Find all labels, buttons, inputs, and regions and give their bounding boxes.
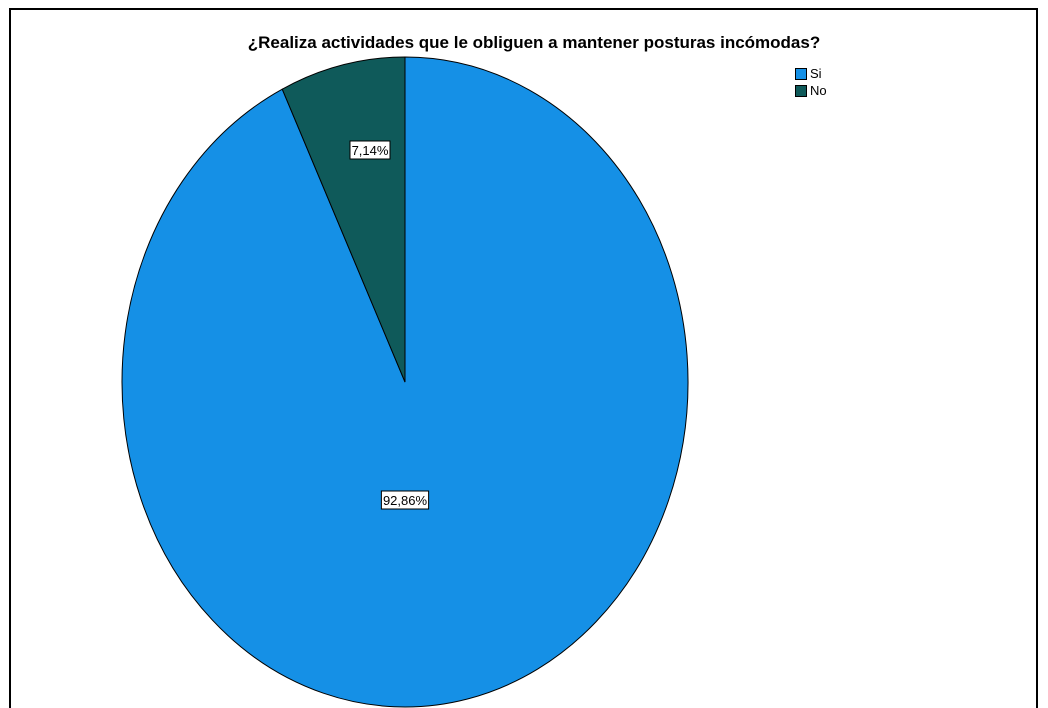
data-label-si: 92,86%: [380, 490, 430, 510]
legend-swatch-no: [795, 84, 807, 97]
svg-text:7,14%: 7,14%: [352, 143, 389, 158]
legend-item-no: No: [795, 82, 827, 99]
data-label-no: 7,14%: [349, 140, 391, 160]
svg-text:92,86%: 92,86%: [383, 493, 428, 508]
legend-label-no: No: [810, 83, 827, 98]
legend-item-si: Si: [795, 65, 827, 82]
legend-swatch-si: [795, 67, 807, 80]
pie-slice-no: [281, 56, 406, 383]
legend: Si No: [795, 65, 827, 99]
chart-title: ¿Realiza actividades que le obliguen a m…: [247, 33, 821, 52]
legend-label-si: Si: [810, 66, 822, 81]
